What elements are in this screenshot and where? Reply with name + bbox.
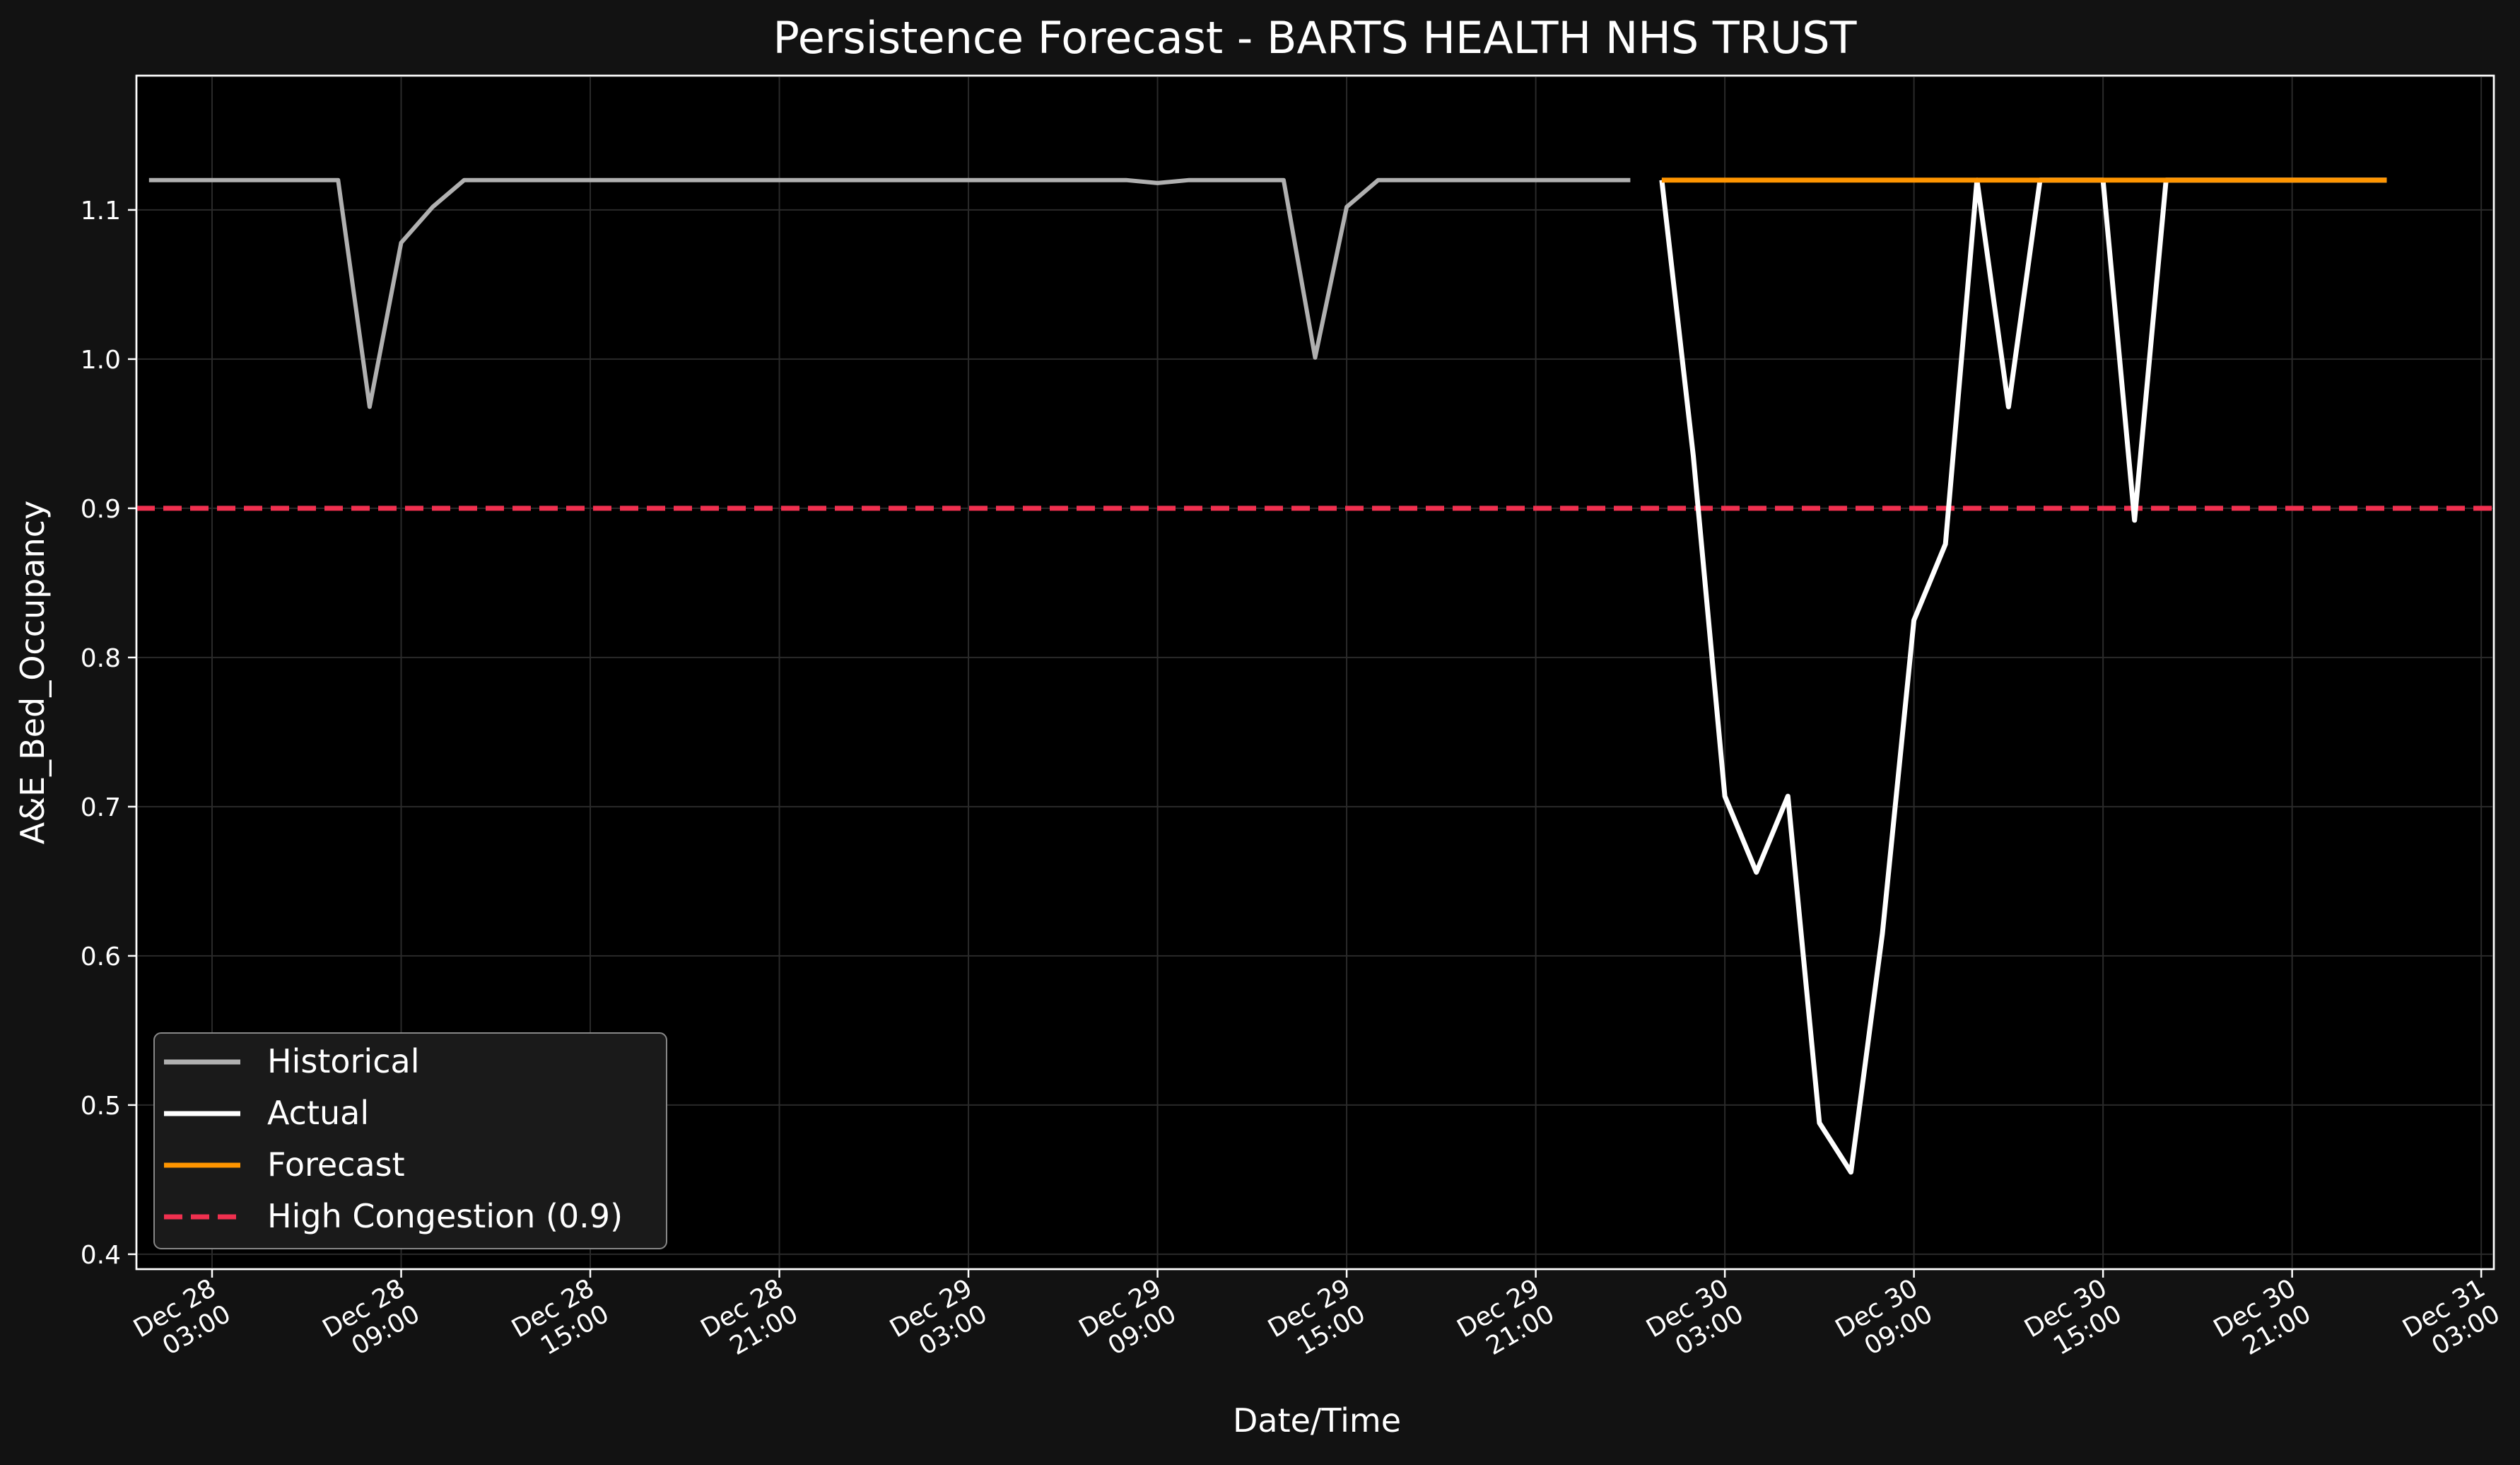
legend-label-high-congestion: High Congestion (0.9) (267, 1197, 623, 1235)
y-tick-label: 0.7 (81, 793, 121, 822)
plot-frame (135, 74, 2495, 1271)
y-tick-label: 0.8 (81, 644, 121, 673)
legend[interactable]: Historical Actual Forecast High Congesti… (153, 1032, 667, 1249)
series-line-historical (148, 177, 1631, 409)
y-tick-label: 1.0 (81, 346, 121, 375)
y-tick-label: 0.9 (81, 495, 121, 524)
y-tick-label: 1.1 (81, 197, 121, 226)
series-layer (148, 177, 2387, 1175)
legend-box (153, 1032, 667, 1249)
chart-title: Persistence Forecast - BARTS HEALTH NHS … (773, 12, 1858, 64)
y-axis-label: A&E_Bed_Occupancy (13, 501, 52, 844)
x-axis-label: Date/Time (1233, 1401, 1401, 1440)
legend-label-forecast: Forecast (267, 1145, 405, 1184)
legend-label-historical: Historical (267, 1042, 419, 1080)
y-tick-label: 0.5 (81, 1092, 121, 1121)
legend-label-actual: Actual (267, 1094, 369, 1132)
y-tick-label: 0.6 (81, 942, 121, 971)
y-tick-label: 0.4 (81, 1241, 121, 1270)
